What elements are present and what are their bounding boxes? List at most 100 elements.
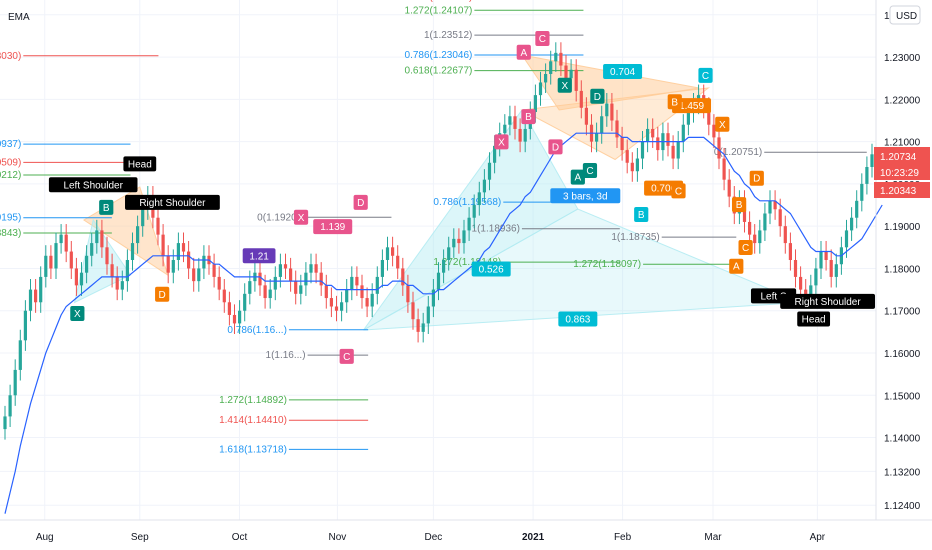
candle-body bbox=[59, 234, 63, 244]
candle-body bbox=[549, 61, 553, 74]
candle-body bbox=[380, 260, 384, 277]
annotation-label: B bbox=[736, 200, 743, 211]
candle-body bbox=[651, 128, 655, 138]
chart-annotation[interactable]: Head bbox=[797, 311, 831, 327]
candle-body bbox=[34, 289, 38, 303]
fib-level-label: 1.272(1.24107) bbox=[405, 5, 473, 16]
annotation-box bbox=[797, 311, 831, 327]
chart-annotation[interactable]: C bbox=[535, 31, 550, 46]
candle-body bbox=[788, 243, 792, 260]
fib-level-label: 0.786(1.23046) bbox=[405, 50, 473, 61]
candle-body bbox=[309, 264, 313, 273]
x-tick-label: Oct bbox=[232, 532, 248, 543]
chart-annotation[interactable]: A bbox=[570, 169, 585, 185]
chart-annotation[interactable]: C bbox=[738, 240, 753, 255]
fib-level-label: 1.618(1.20937) bbox=[0, 139, 21, 150]
chart-annotation[interactable]: Right Shoulder bbox=[780, 293, 876, 309]
chart-annotation[interactable]: C bbox=[339, 348, 354, 364]
chart-annotation[interactable]: A bbox=[516, 44, 531, 60]
candle-body bbox=[865, 166, 869, 184]
chart-annotation[interactable]: D bbox=[548, 139, 563, 155]
candle-body bbox=[28, 289, 33, 311]
chart-annotation[interactable]: B bbox=[521, 109, 536, 125]
annotations: Head Left Shoulder Right Shoulder Left S Rig… bbox=[48, 31, 876, 364]
chart-annotation[interactable]: Right Shoulder bbox=[125, 194, 220, 210]
indicator-legend[interactable]: EMA bbox=[8, 12, 30, 23]
chart-annotation[interactable]: 1.21 bbox=[242, 248, 276, 264]
chart-annotation[interactable]: Head bbox=[123, 156, 157, 172]
candle-body bbox=[850, 217, 854, 231]
annotation-box bbox=[671, 183, 686, 199]
y-tick-label: 1.19000 bbox=[884, 222, 921, 233]
annotation-box bbox=[738, 240, 753, 255]
chart-annotation[interactable]: B bbox=[99, 199, 114, 215]
currency-box[interactable] bbox=[889, 5, 921, 25]
candle-body bbox=[289, 268, 293, 282]
chart-annotation[interactable]: D bbox=[590, 88, 605, 104]
x-tick-label: Aug bbox=[36, 532, 54, 543]
fib-level-label: 0.786(1.19195) bbox=[0, 213, 21, 224]
candle-body bbox=[819, 251, 823, 269]
chart-annotation[interactable]: B bbox=[667, 94, 682, 110]
candle-body bbox=[406, 285, 410, 303]
candle-body bbox=[538, 82, 543, 96]
candle-body bbox=[855, 200, 859, 218]
fib-level-label: 1.414(1.24418) bbox=[405, 0, 473, 3]
candle-body bbox=[610, 103, 614, 121]
chart-annotation[interactable]: 1.139 bbox=[313, 219, 353, 235]
candle-body bbox=[263, 285, 267, 299]
chart-annotation[interactable]: C bbox=[698, 67, 713, 83]
candle-body bbox=[477, 192, 481, 206]
annotation-label: Head bbox=[802, 315, 826, 326]
fib-level-label: 1(1.23512) bbox=[424, 30, 472, 41]
chart-annotation[interactable]: X bbox=[715, 116, 730, 132]
chart-annotation[interactable]: X bbox=[293, 209, 309, 225]
chart-annotation[interactable]: 0.863 bbox=[558, 311, 598, 327]
candle-body bbox=[452, 238, 456, 248]
candle-body bbox=[334, 306, 339, 311]
chart-annotation[interactable]: B bbox=[634, 207, 649, 222]
annotation-box bbox=[293, 209, 309, 225]
time-axis[interactable]: Aug Sep Oct Nov Dec 2021 Feb Mar Apr bbox=[0, 519, 932, 543]
annotation-label: 1.139 bbox=[320, 222, 345, 233]
chart-annotation[interactable]: X bbox=[557, 77, 572, 93]
annotation-box bbox=[731, 197, 747, 213]
annotation-box bbox=[582, 163, 598, 178]
candle-body bbox=[273, 276, 277, 290]
chart-annotation[interactable]: Left Shoulder bbox=[48, 177, 138, 193]
price-axis[interactable]: 1.240001.230001.220001.210001.200001.190… bbox=[875, 0, 921, 520]
candle-body bbox=[171, 260, 175, 273]
candle-body bbox=[625, 150, 629, 163]
candle-body bbox=[8, 395, 12, 417]
chart-annotation[interactable]: 0.526 bbox=[471, 261, 511, 277]
chart-annotation[interactable]: A bbox=[729, 258, 744, 274]
chart-annotation[interactable]: D bbox=[749, 170, 764, 186]
candle-body bbox=[666, 133, 670, 146]
chart-annotation[interactable]: B bbox=[731, 197, 747, 213]
candle-body bbox=[462, 230, 466, 244]
chart-annotation[interactable]: D bbox=[353, 194, 368, 210]
chart-annotation[interactable]: 3 bars, 3d bbox=[550, 188, 621, 204]
ema-value-label: 1.20343 bbox=[880, 186, 917, 197]
fibonacci-levels: 1.414(1.24418) 1.272(1.24107) 1(1.23512) 0.… bbox=[0, 0, 867, 455]
chart-annotation[interactable]: C bbox=[582, 163, 598, 178]
candle-body bbox=[421, 323, 425, 332]
x-tick-label: Sep bbox=[131, 532, 149, 543]
annotation-box bbox=[99, 199, 114, 215]
candle-body bbox=[365, 298, 369, 307]
chart-annotation[interactable]: X bbox=[70, 306, 85, 321]
candle-body bbox=[202, 255, 206, 269]
chart-annotation[interactable]: D bbox=[155, 286, 170, 302]
candle-body bbox=[238, 310, 242, 324]
annotation-label: Head bbox=[128, 159, 152, 170]
chart-annotation[interactable]: 0.704 bbox=[603, 64, 643, 79]
ema-series-line bbox=[4, 132, 883, 514]
chart-annotation[interactable]: X bbox=[494, 134, 509, 150]
annotation-label: C bbox=[742, 243, 749, 254]
chart-annotation[interactable]: C bbox=[671, 183, 686, 199]
annotation-label: X bbox=[298, 213, 305, 224]
annotation-label: X bbox=[498, 137, 505, 148]
x-tick-label: 2021 bbox=[522, 532, 545, 543]
candle-body bbox=[533, 95, 537, 113]
